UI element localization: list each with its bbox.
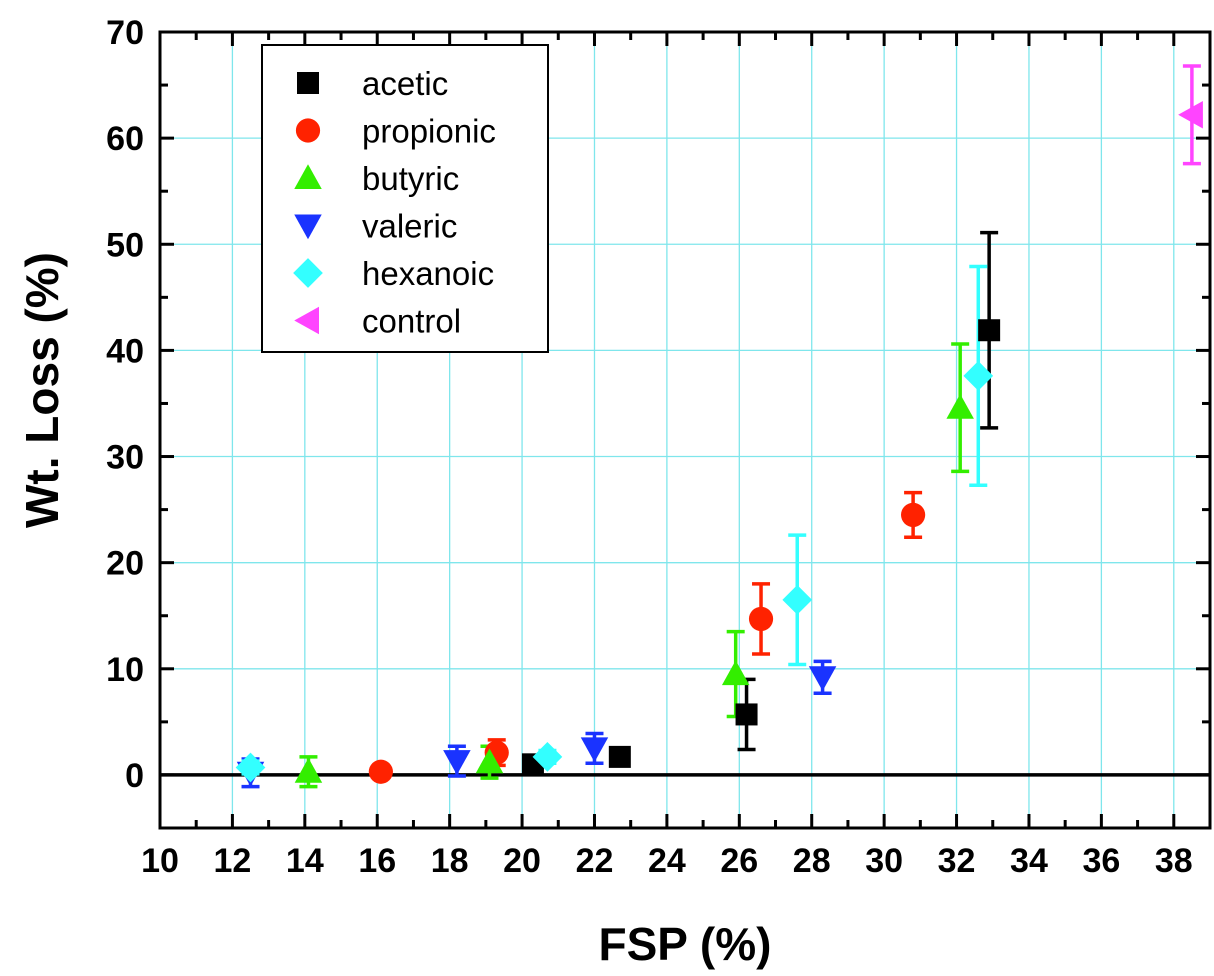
legend-marker-valeric [294, 214, 322, 240]
legend-marker-propionic [295, 118, 321, 143]
y-tick-label: 50 [106, 226, 144, 264]
propionic-point [748, 606, 774, 632]
valeric-point [580, 737, 609, 763]
legend-label-propionic: propionic [362, 113, 496, 150]
markers [235, 101, 1203, 787]
x-tick-label: 32 [938, 842, 976, 880]
legend-label-valeric: valeric [362, 208, 457, 245]
butyric-point [294, 757, 323, 783]
valeric-point [808, 666, 837, 692]
y-tick-label: 40 [106, 332, 144, 370]
legend-label-butyric: butyric [362, 160, 459, 197]
valeric-point [443, 750, 471, 775]
propionic-point [901, 502, 926, 528]
x-tick-label: 30 [865, 842, 903, 880]
legend-marker-acetic [297, 72, 319, 94]
y-axis-title: Wt. Loss (%) [16, 252, 68, 528]
x-tick-label: 36 [1082, 842, 1120, 880]
y-tick-labels: 0 10 20 30 40 50 60 70 [106, 14, 144, 795]
legend-box [261, 44, 549, 353]
x-tick-label: 22 [576, 842, 614, 880]
legend-marker-butyric [294, 164, 322, 189]
x-tick-label: 20 [503, 842, 541, 880]
legend-marker-hexanoic [293, 258, 323, 288]
y-tick-label: 60 [106, 120, 144, 158]
x-tick-label: 24 [648, 842, 686, 880]
legend-label-control: control [362, 303, 461, 340]
legend-marker-control [294, 306, 319, 335]
y-tick-label: 20 [106, 545, 144, 583]
y-tick-label: 10 [106, 651, 144, 689]
legend-label-hexanoic: hexanoic [362, 255, 494, 292]
x-axis-title: FSP (%) [599, 918, 772, 970]
y-tick-label: 70 [106, 14, 144, 52]
x-tick-labels: 10 12 14 16 18 20 22 24 26 28 30 32 34 36 38 [141, 842, 1193, 880]
x-tick-label: 18 [431, 842, 469, 880]
propionic-point [368, 759, 393, 784]
butyric-point [721, 660, 750, 686]
control-point [1178, 101, 1203, 129]
x-tick-label: 34 [1010, 842, 1048, 880]
butyric-point [475, 748, 504, 774]
y-tick-label: 0 [125, 757, 144, 795]
hexanoic-point [963, 361, 994, 391]
y-tick-label: 30 [106, 439, 144, 477]
hexanoic-point [532, 742, 563, 772]
legend: acetic propionic butyric valeric hexanoic con… [261, 44, 549, 353]
plot-frame [158, 30, 1212, 830]
x-tick-label: 28 [793, 842, 831, 880]
x-tick-label: 12 [213, 842, 251, 880]
butyric-point [946, 393, 974, 419]
x-tick-label: 38 [1155, 842, 1193, 880]
x-tick-label: 10 [141, 842, 179, 880]
x-tick-label: 26 [720, 842, 758, 880]
legend-label-acetic: acetic [362, 65, 448, 102]
axis-ticks [158, 30, 1212, 830]
acetic-point [735, 703, 758, 726]
x-tick-label: 14 [286, 842, 324, 880]
acetic-point [978, 319, 1001, 342]
acetic-point [608, 745, 631, 768]
hexanoic-point [782, 584, 813, 615]
grid [160, 32, 1210, 828]
x-tick-label: 16 [358, 842, 396, 880]
hexanoic-point [235, 752, 266, 783]
